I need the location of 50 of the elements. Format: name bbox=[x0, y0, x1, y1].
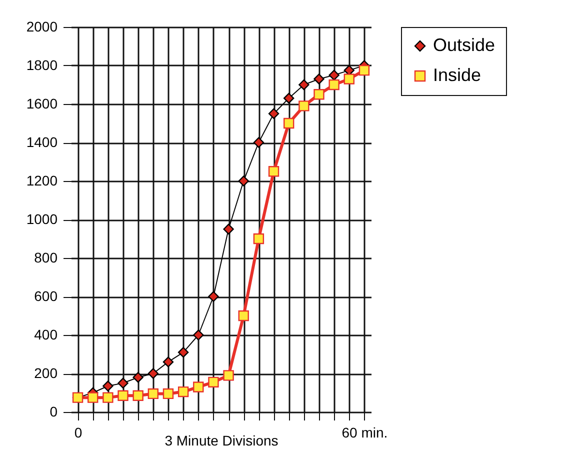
point bbox=[162, 356, 174, 368]
point bbox=[283, 92, 294, 104]
point bbox=[223, 370, 234, 381]
point bbox=[102, 380, 114, 392]
point bbox=[148, 388, 159, 400]
y-tick-label: 0 bbox=[50, 404, 58, 420]
point bbox=[193, 382, 204, 392]
point bbox=[358, 64, 370, 76]
y-tick-label: 600 bbox=[34, 288, 58, 304]
y-tick-label: 1800 bbox=[26, 57, 58, 73]
legend-label: Inside bbox=[433, 65, 482, 85]
point bbox=[268, 166, 280, 177]
point bbox=[314, 89, 324, 100]
point bbox=[344, 74, 354, 84]
y-tick-label: 200 bbox=[34, 365, 58, 381]
point bbox=[178, 346, 189, 358]
point bbox=[118, 390, 128, 401]
point bbox=[238, 310, 249, 322]
y-tick-label: 2000 bbox=[26, 18, 58, 34]
point bbox=[283, 118, 294, 129]
y-tick-label: 400 bbox=[34, 326, 58, 342]
y-tick-label: 800 bbox=[34, 250, 58, 266]
point bbox=[298, 79, 310, 90]
y-tick-label: 1000 bbox=[26, 211, 58, 227]
point bbox=[88, 392, 98, 403]
point bbox=[178, 386, 189, 398]
point bbox=[208, 376, 219, 388]
point bbox=[253, 233, 264, 244]
legend-label: Outside bbox=[433, 35, 496, 55]
point bbox=[314, 74, 324, 84]
point bbox=[298, 100, 310, 112]
point bbox=[193, 330, 204, 340]
point bbox=[208, 291, 219, 302]
point bbox=[328, 70, 340, 80]
point bbox=[253, 137, 264, 148]
point bbox=[238, 176, 249, 186]
y-tick-label: 1600 bbox=[26, 96, 58, 112]
y-tick-label: 1400 bbox=[26, 134, 58, 150]
point bbox=[223, 224, 234, 234]
point bbox=[328, 79, 340, 90]
point bbox=[268, 108, 280, 119]
x-axis-title: 3 Minute Divisions bbox=[164, 432, 278, 448]
point bbox=[162, 388, 174, 400]
point bbox=[118, 378, 128, 388]
point bbox=[132, 390, 144, 401]
point bbox=[102, 392, 114, 403]
y-tick-label: 1200 bbox=[26, 172, 58, 188]
point bbox=[132, 372, 144, 383]
point bbox=[148, 368, 159, 379]
x-tick-label: 60 min. bbox=[342, 424, 388, 440]
